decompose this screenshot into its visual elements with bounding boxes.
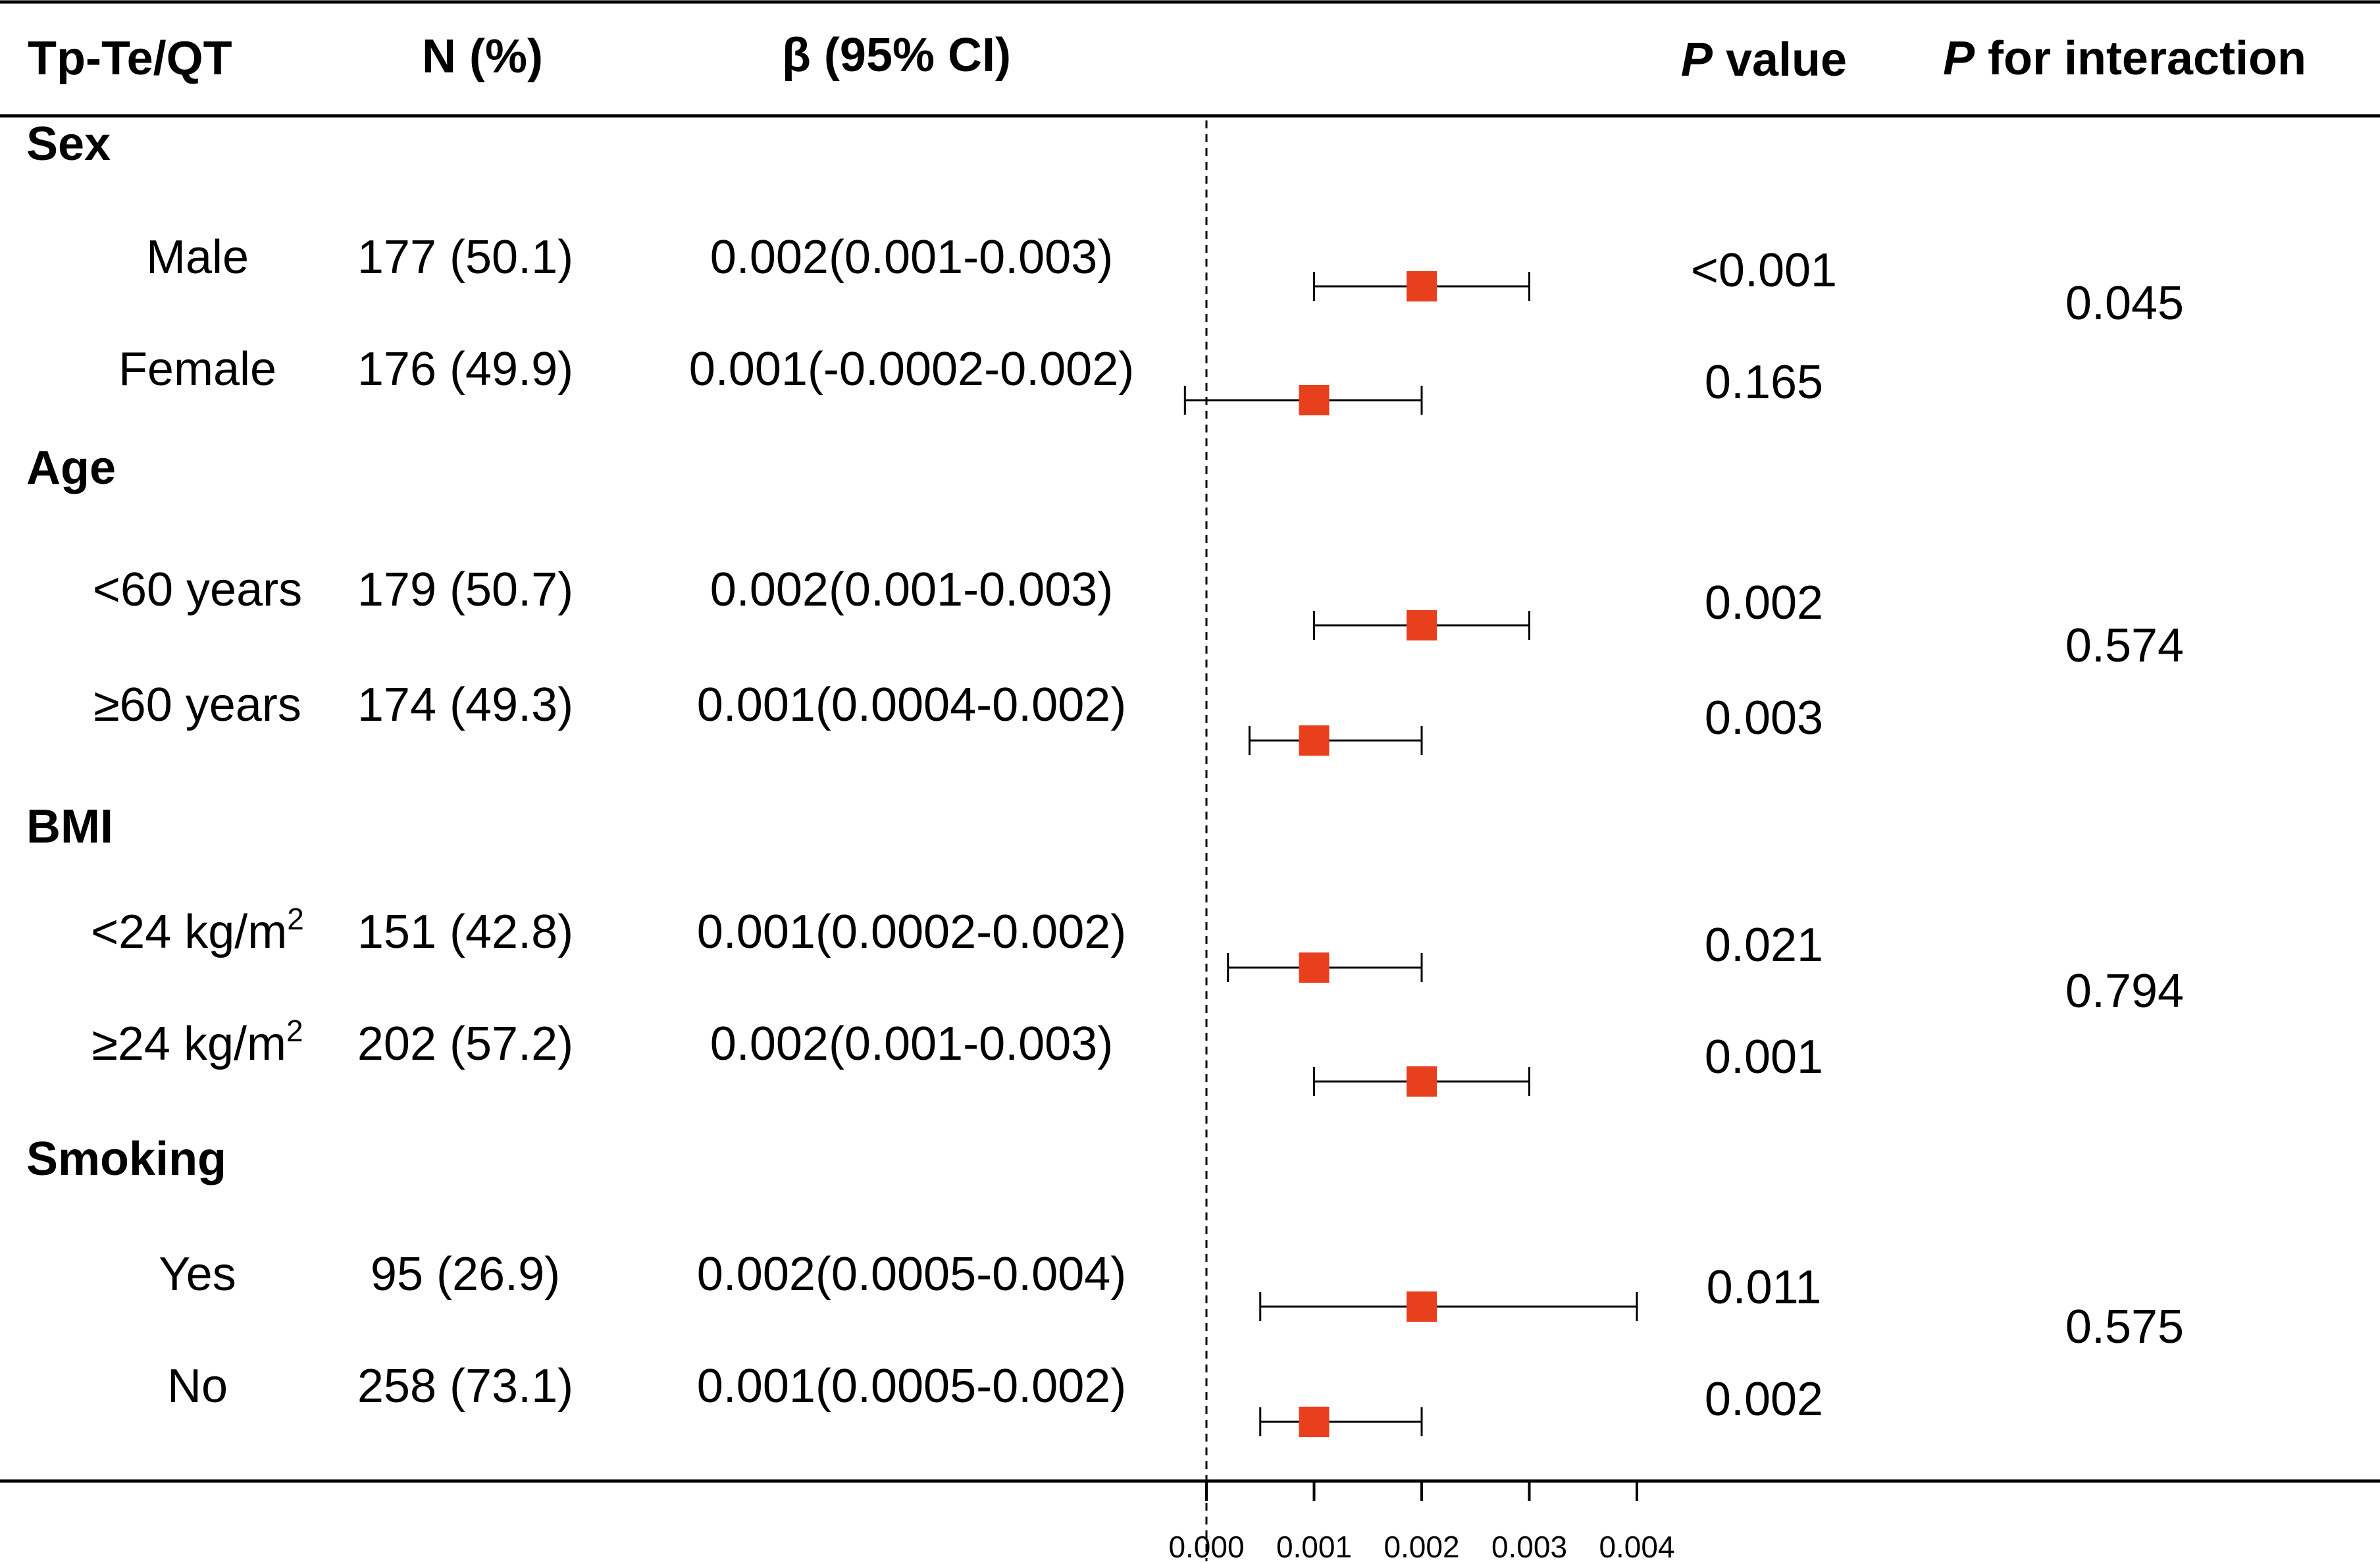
row-label-text: Male: [146, 231, 249, 284]
header-pint-italic: P: [1943, 32, 1975, 85]
row-beta-ci: 0.001(-0.0002-0.002): [689, 343, 1134, 396]
row-p-value: 0.011: [1707, 1261, 1822, 1314]
row-n: 95 (26.9): [371, 1248, 560, 1301]
row-label-text: ≥60 years: [93, 679, 301, 731]
row-label-text: Female: [118, 343, 276, 396]
row-label: Yes: [159, 1248, 236, 1301]
p-interaction-value: 0.045: [2065, 277, 2184, 330]
row-n: 176 (49.9): [357, 343, 573, 396]
row-p-value: <0.001: [1691, 244, 1837, 297]
row-beta-ci: 0.002(0.001-0.003): [710, 563, 1113, 616]
x-axis-tick-label: 0.004: [1599, 1530, 1674, 1562]
group-label: Smoking: [26, 1133, 226, 1185]
table-rows: Sex 0.045 Male 177 (50.1) 0.002(0.001-0.003)…: [26, 118, 2184, 1426]
header-beta: β (95% CI): [782, 29, 1011, 82]
row-p-value: 0.165: [1705, 356, 1823, 409]
row-n: 202 (57.2): [357, 1018, 573, 1070]
row-beta-ci: 0.001(0.0005-0.002): [697, 1360, 1127, 1413]
row-label-text: ≥24 kg/m: [91, 1018, 286, 1070]
row-n: 174 (49.3): [357, 679, 573, 731]
row-n: 179 (50.7): [357, 563, 573, 616]
row-n: 177 (50.1): [357, 231, 573, 284]
point-estimate-marker: [1299, 1407, 1330, 1437]
point-estimate-marker: [1407, 1066, 1437, 1097]
row-n: 258 (73.1): [357, 1360, 573, 1413]
header-p-value: P value: [1681, 34, 1847, 86]
point-estimate-marker: [1407, 1291, 1437, 1322]
row-beta-ci: 0.002(0.0005-0.004): [697, 1248, 1127, 1301]
header-row: Tp-Te/QT N (%) β (95% CI) P value P for …: [28, 29, 2306, 86]
point-estimate-marker: [1407, 610, 1437, 640]
row-label: <60 years: [93, 563, 302, 616]
row-p-value: 0.002: [1705, 1373, 1823, 1426]
x-axis: 0.000 0.001 0.002 0.003 0.004: [1168, 1480, 1675, 1562]
row-p-value: 0.003: [1705, 692, 1823, 744]
header-n: N (%): [422, 30, 543, 83]
x-axis-tick-label: 0.003: [1491, 1530, 1567, 1562]
row-label-superscript: 2: [286, 1014, 303, 1048]
row-label-text: No: [167, 1360, 228, 1413]
header-p-italic: P: [1681, 34, 1713, 86]
row-label: ≥60 years: [93, 679, 301, 731]
forest-marks: [1183, 271, 1638, 1437]
x-axis-tick-label: 0.002: [1384, 1530, 1459, 1562]
row-p-value: 0.021: [1705, 919, 1823, 972]
p-interaction-value: 0.574: [2065, 619, 2184, 672]
row-label-superscript: 2: [287, 902, 304, 936]
p-interaction-value: 0.575: [2065, 1301, 2184, 1353]
row-beta-ci: 0.002(0.001-0.003): [710, 1018, 1113, 1070]
header-label: Tp-Te/QT: [28, 32, 232, 85]
row-label-text: Yes: [159, 1248, 236, 1301]
point-estimate-marker: [1407, 271, 1437, 301]
point-estimate-marker: [1299, 385, 1330, 415]
row-label: Male: [146, 231, 249, 284]
point-estimate-marker: [1299, 725, 1330, 756]
point-estimate-marker: [1299, 952, 1330, 983]
row-label-text: <60 years: [93, 563, 302, 616]
row-label-text: <24 kg/m: [91, 906, 287, 958]
x-axis-tick-label: 0.000: [1168, 1530, 1244, 1562]
row-label: ≥24 kg/m2: [91, 1014, 303, 1070]
row-label: No: [167, 1360, 228, 1413]
group-label: Age: [26, 442, 116, 494]
header-p-rest: value: [1713, 34, 1847, 86]
row-label: <24 kg/m2: [91, 902, 304, 958]
header-p-interaction: P for interaction: [1943, 32, 2306, 85]
group-label: BMI: [26, 800, 113, 853]
row-n: 151 (42.8): [357, 906, 573, 958]
group-label: Sex: [26, 118, 111, 170]
row-beta-ci: 0.002(0.001-0.003): [710, 231, 1113, 284]
header-pint-rest: for interaction: [1975, 32, 2306, 85]
p-interaction-value: 0.794: [2065, 965, 2184, 1018]
row-beta-ci: 0.001(0.0002-0.002): [697, 906, 1127, 958]
x-axis-tick-label: 0.001: [1276, 1530, 1352, 1562]
row-p-value: 0.001: [1705, 1031, 1823, 1083]
row-p-value: 0.002: [1705, 577, 1823, 629]
row-label: Female: [118, 343, 276, 396]
row-beta-ci: 0.001(0.0004-0.002): [697, 679, 1127, 731]
